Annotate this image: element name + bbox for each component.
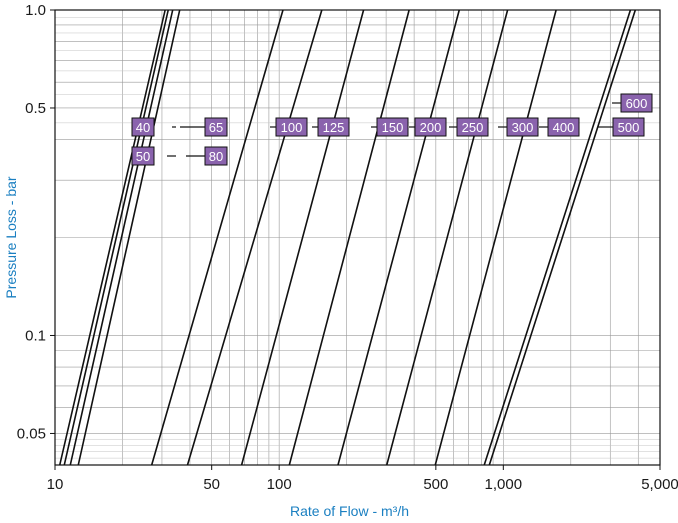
label-box-400 xyxy=(547,117,580,137)
label-box-200 xyxy=(414,117,447,137)
label-text-40: 40 xyxy=(136,120,150,135)
label-text-80: 80 xyxy=(209,149,223,164)
label-text-50: 50 xyxy=(136,149,150,164)
series-line-40 xyxy=(58,9,166,466)
label-box-600 xyxy=(620,93,653,113)
label-text-150: 150 xyxy=(382,120,404,135)
grid-lines xyxy=(54,9,661,466)
x-tick-label: 1,000 xyxy=(485,476,523,493)
label-box-65 xyxy=(204,117,228,137)
series-line-65 xyxy=(69,9,174,466)
series-line-50 xyxy=(63,9,170,466)
x-tick-label: 50 xyxy=(203,476,220,493)
series-lines xyxy=(58,9,637,466)
y-tick-label: 0.1 xyxy=(25,327,46,344)
x-tick-labels: 10 50 100 500 1,000 5,000 xyxy=(47,465,678,493)
label-text-500: 500 xyxy=(618,120,640,135)
series-line-80 xyxy=(77,9,181,466)
label-text-125: 125 xyxy=(323,120,345,135)
label-text-400: 400 xyxy=(553,120,575,135)
label-box-250 xyxy=(456,117,489,137)
series-line-200 xyxy=(288,9,410,466)
label-text-250: 250 xyxy=(462,120,484,135)
line-labels: 40 50 65 80 100 125 150 200 250 300 400 500 600 xyxy=(131,93,653,166)
label-text-65: 65 xyxy=(209,120,223,135)
y-tick-label: 0.5 xyxy=(25,100,46,117)
x-tick-label: 10 xyxy=(47,476,64,493)
series-line-125 xyxy=(186,9,323,466)
series-line-150 xyxy=(240,9,365,466)
label-box-150 xyxy=(376,117,409,137)
label-box-40 xyxy=(131,117,155,137)
series-line-300 xyxy=(385,9,509,466)
label-text-600: 600 xyxy=(626,96,648,111)
series-line-250 xyxy=(337,9,461,466)
plot-frame xyxy=(54,9,661,466)
series-line-100 xyxy=(150,9,284,466)
series-line-400 xyxy=(434,9,557,466)
x-axis-title: Rate of Flow - m³/h xyxy=(290,503,409,519)
y-tick-label: 0.05 xyxy=(17,425,46,442)
label-box-300 xyxy=(506,117,539,137)
series-line-600 xyxy=(488,9,637,466)
label-box-50 xyxy=(131,146,155,166)
label-text-200: 200 xyxy=(420,120,442,135)
y-axis-title: Pressure Loss - bar xyxy=(3,176,19,298)
label-text-300: 300 xyxy=(512,120,534,135)
label-box-125 xyxy=(317,117,350,137)
series-line-500 xyxy=(483,9,632,466)
y-tick-labels: 1.0 0.5 0.1 0.05 xyxy=(17,2,55,442)
x-tick-label: 100 xyxy=(267,476,292,493)
x-tick-label: 500 xyxy=(423,476,448,493)
label-text-100: 100 xyxy=(281,120,303,135)
x-tick-label: 5,000 xyxy=(641,476,678,493)
y-tick-label: 1.0 xyxy=(25,2,46,19)
label-box-80 xyxy=(204,146,228,166)
label-box-500 xyxy=(612,117,645,137)
label-box-100 xyxy=(275,117,308,137)
